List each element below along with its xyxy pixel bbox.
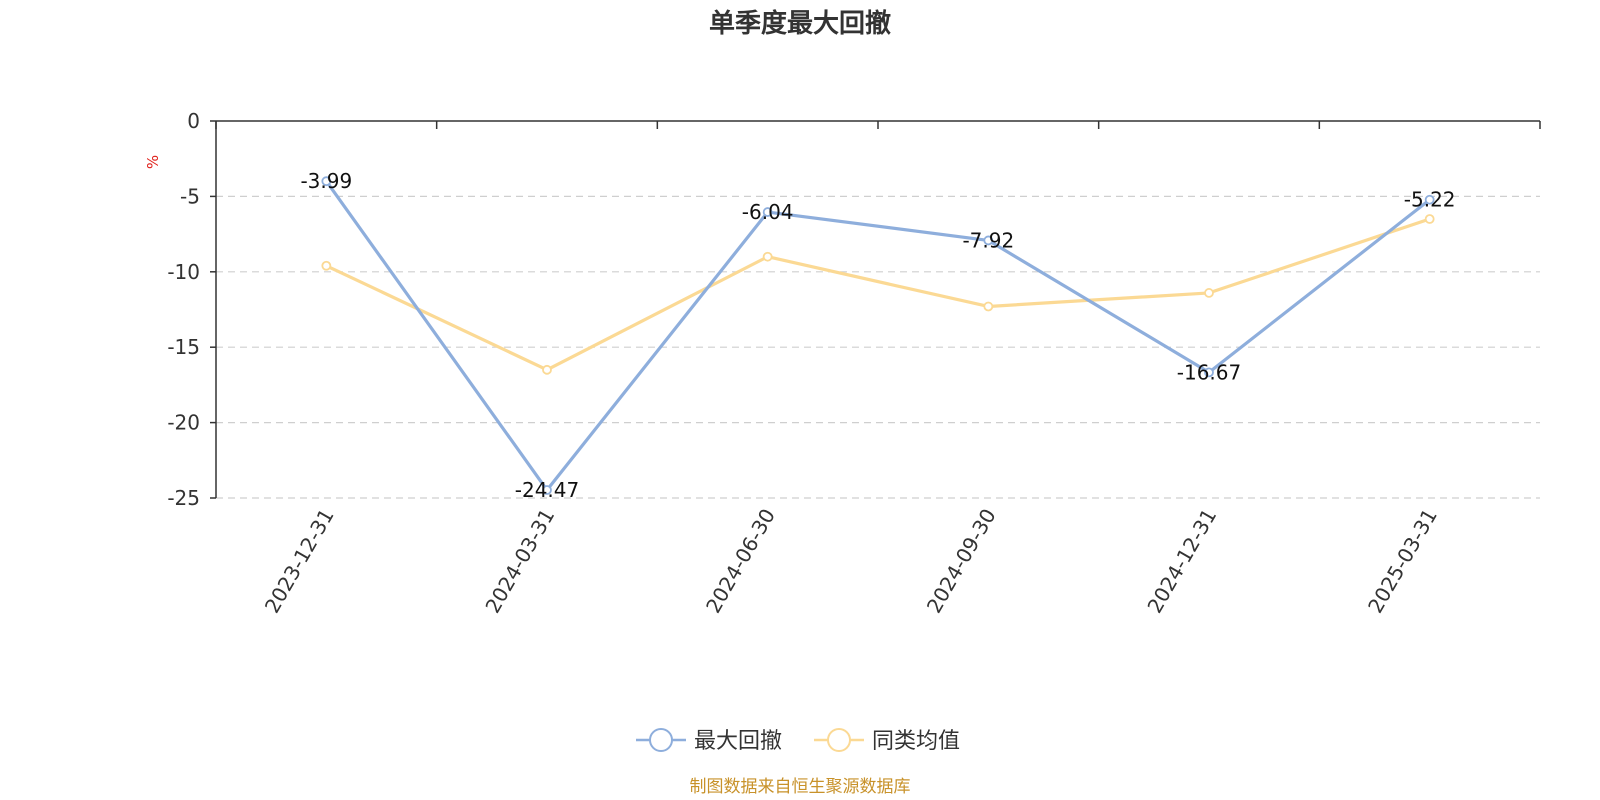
data-point xyxy=(1424,194,1435,205)
axes: 0 -5 -10 -15 -20 -25 2023-12-31 2024-03-31 2024-… xyxy=(167,109,1541,618)
data-point xyxy=(983,301,994,312)
data-point xyxy=(321,260,332,271)
data-point xyxy=(1204,288,1214,298)
data-label: -16.67 xyxy=(1177,360,1241,384)
data-point xyxy=(1204,367,1214,378)
x-tick-label: 2024-09-30 xyxy=(922,504,1001,617)
data-point xyxy=(762,207,773,217)
x-tick-label: 2023-12-31 xyxy=(260,505,339,618)
y-tick-label: -20 xyxy=(167,411,200,435)
y-tick-label: -5 xyxy=(180,184,200,208)
chart-title: 单季度最大回撤 xyxy=(709,8,891,39)
data-labels: -3.99 -24.47 -6.04 -7.92 -16.67 -5.22 xyxy=(300,169,1455,502)
y-tick-label: 0 xyxy=(187,109,200,133)
x-tick-label: 2025-03-31 xyxy=(1363,505,1442,618)
x-tick-label: 2024-06-30 xyxy=(701,505,780,618)
legend-label: 最大回撤 xyxy=(694,729,782,754)
grid-lines xyxy=(216,195,1540,499)
data-label: -5.22 xyxy=(1404,188,1456,212)
legend-marker xyxy=(827,728,851,752)
y-tick-label: -25 xyxy=(167,486,200,510)
legend: 最大回撤 同类均值 xyxy=(636,728,960,754)
data-label: -3.99 xyxy=(300,169,352,193)
data-point xyxy=(983,235,994,246)
legend-marker xyxy=(649,728,673,752)
data-point xyxy=(542,485,552,495)
y-axis-unit: % xyxy=(144,155,162,169)
y-tick-label: -10 xyxy=(167,260,200,284)
series-line-1 xyxy=(325,217,1431,372)
y-tick-label: -15 xyxy=(167,335,200,359)
data-label: -7.92 xyxy=(962,228,1014,252)
x-tick-label: 2024-03-31 xyxy=(480,505,559,618)
data-point xyxy=(321,176,332,187)
data-point xyxy=(1424,214,1435,224)
data-point xyxy=(542,364,552,375)
x-tick-label: 2024-12-31 xyxy=(1142,505,1221,618)
data-label: -24.47 xyxy=(515,478,579,502)
legend-label: 同类均值 xyxy=(872,729,960,754)
series-layer xyxy=(321,176,1435,495)
data-label: -6.04 xyxy=(742,200,794,224)
data-point xyxy=(762,251,773,262)
series-line-0 xyxy=(325,180,1431,492)
source-note: 制图数据来自恒生聚源数据库 xyxy=(690,777,911,797)
